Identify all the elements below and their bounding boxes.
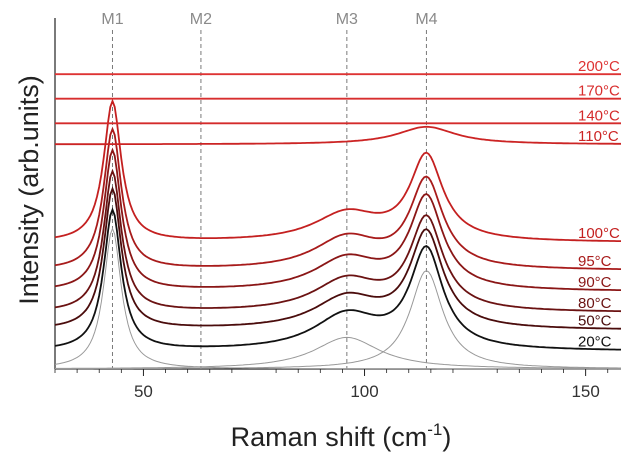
temp-label-90c: 90°C — [578, 274, 612, 291]
spectrum-80c — [54, 168, 621, 313]
mode-label-m2: M2 — [190, 11, 212, 28]
x-tick-label-50: 50 — [134, 382, 153, 401]
temp-label-80c: 80°C — [578, 295, 612, 312]
x-tick-label-150: 150 — [571, 382, 599, 401]
temp-label-110c: 110°C — [578, 128, 619, 145]
temp-label-50c: 50°C — [578, 313, 612, 330]
fit-M4-line — [55, 270, 621, 370]
temperature-labels: 20°C 50°C80°C 90°C 95°C 100°C 110°C 140°C 170°C… — [578, 58, 620, 350]
spectrum-100c — [54, 98, 621, 242]
temp-label-95c: 95°C — [578, 253, 612, 270]
temp-label-100c: 100°C — [578, 225, 620, 242]
fit-components — [54, 227, 621, 370]
fit-M3-line — [55, 336, 621, 369]
temp-label-20c: 20°C — [578, 334, 612, 351]
spectrum-50c — [54, 186, 621, 330]
x-axis-label-sup: -1 — [427, 420, 442, 439]
mode-lines: M1 M2 M3 M4 — [101, 11, 438, 369]
fit-M1-line — [54, 227, 621, 370]
x-axis-label-main: Raman shift (cm — [231, 422, 428, 452]
x-axis-label-close: ) — [442, 422, 451, 452]
spectrum-90c — [54, 147, 621, 291]
spectrum-20c — [54, 207, 621, 351]
x-tick-label-100: 100 — [350, 382, 378, 401]
x-axis-label: Raman shift (cm-1) — [231, 420, 452, 452]
mode-label-m4: M4 — [415, 11, 437, 28]
mode-label-m1: M1 — [101, 11, 123, 28]
temp-label-200c: 200°C — [578, 58, 620, 75]
mode-label-m3: M3 — [336, 11, 358, 28]
y-axis-label: Intensity (arb.units) — [14, 75, 44, 305]
spectra — [54, 73, 621, 351]
spectrum-95c — [54, 126, 621, 270]
spectrum-110c — [55, 125, 621, 146]
temp-label-140c: 140°C — [578, 107, 620, 124]
temp-label-170c: 170°C — [578, 83, 620, 100]
x-ticks: 50 100 150 — [54, 369, 609, 401]
